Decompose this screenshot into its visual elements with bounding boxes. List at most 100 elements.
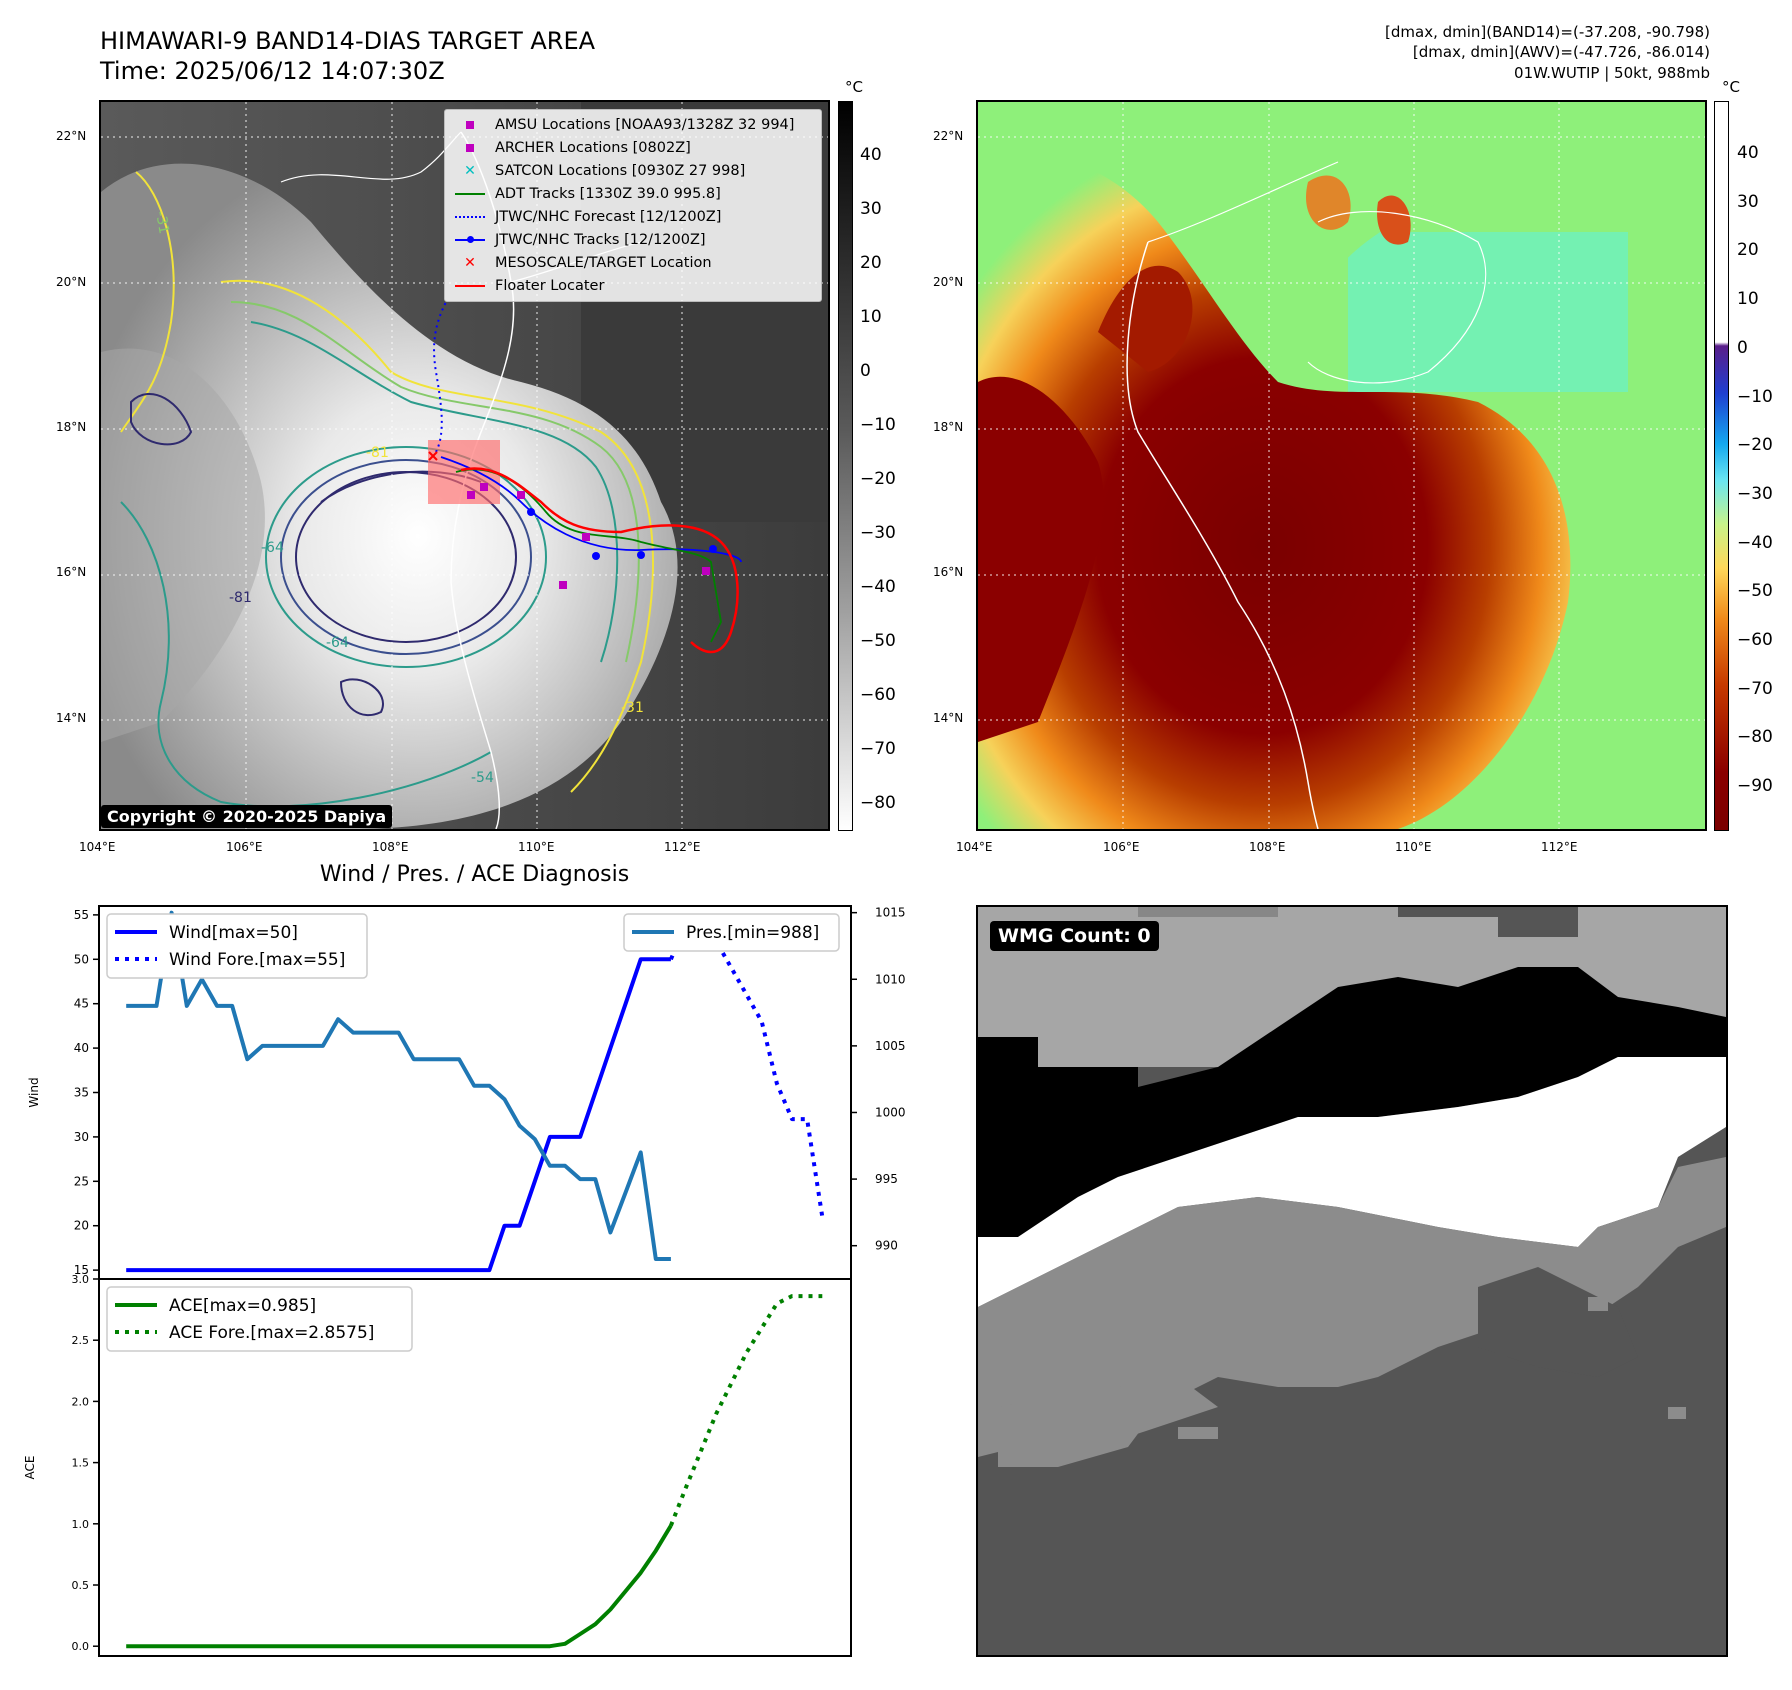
colorbar-tick-label: 10: [860, 307, 882, 327]
colorbar-tick-label: −90: [1737, 776, 1773, 797]
pressure-y-tick-label: 990: [875, 1239, 898, 1253]
contour-label: -31: [152, 210, 172, 235]
colorbar-tick-label: 20: [1737, 240, 1759, 261]
wind-y-tick-label: 50: [74, 952, 89, 966]
lat-tick-label: 14°N: [933, 711, 964, 725]
wmg-count-badge: WMG Count: 0: [990, 921, 1159, 951]
contour-label: -81: [229, 590, 252, 606]
legend-label: MESOSCALE/TARGET Location: [495, 255, 712, 271]
colorbar-tick-label: 30: [860, 199, 882, 219]
colorbar-tick-label: 40: [860, 145, 882, 165]
pressure-y-tick-label: 1000: [875, 1105, 906, 1119]
legend-marker-icon: ✕: [464, 255, 476, 271]
lon-tick-label: 110°E: [518, 840, 555, 854]
wind-axis-label: Wind: [27, 1077, 41, 1107]
lon-tick-label: 112°E: [1541, 840, 1578, 854]
contour-label: -64: [326, 635, 349, 651]
legend-entry: JTWC/NHC Forecast [12/1200Z]: [451, 206, 721, 228]
colorbar-tick-label: −20: [860, 469, 896, 489]
legend-label: JTWC/NHC Tracks [12/1200Z]: [495, 232, 706, 248]
lat-tick-label: 16°N: [56, 565, 87, 579]
wind-y-tick-label: 15: [74, 1263, 89, 1277]
ace-y-tick-label: 2.0: [72, 1395, 90, 1408]
colorbar-tick-label: −60: [860, 685, 896, 705]
legend-entry: JTWC/NHC Tracks [12/1200Z]: [451, 229, 706, 251]
right-colorbar-unit: °C: [1722, 78, 1740, 96]
wind-y-tick-label: 35: [74, 1086, 89, 1100]
chart-legend-box: [106, 913, 368, 979]
legend-entry: ✕ SATCON Locations [0930Z 27 998]: [451, 160, 745, 182]
legend-label: Pres.[min=988]: [686, 923, 819, 943]
colorbar-tick-label: −40: [860, 577, 896, 597]
contour-label: -64: [261, 540, 284, 556]
pressure-y-tick-label: 1005: [875, 1039, 906, 1053]
lon-tick-label: 110°E: [1395, 840, 1432, 854]
series-line-wind: [126, 957, 671, 1273]
info-line3: 01W.WUTIP | 50kt, 988mb: [1514, 64, 1710, 82]
legend-label: Floater Locater: [495, 278, 605, 294]
right-colorbar: [1714, 101, 1729, 831]
ace-y-tick-label: 1.5: [72, 1457, 90, 1470]
left-colorbar-unit: °C: [845, 78, 863, 96]
lat-tick-label: 18°N: [56, 420, 87, 434]
legend-entry: ARCHER Locations [0802Z]: [451, 137, 691, 159]
series-line-ace: [126, 1524, 673, 1649]
ace-axis-label: ACE: [23, 1456, 37, 1480]
legend-entry: ADT Tracks [1330Z 39.0 995.8]: [451, 183, 721, 205]
colorbar-tick-label: −80: [860, 793, 896, 813]
lat-tick-label: 16°N: [933, 565, 964, 579]
legend-label: Wind Fore.[max=55]: [169, 950, 345, 970]
enhanced-map-image: [978, 102, 1705, 829]
pressure-y-tick-label: 1010: [875, 972, 906, 986]
left-colorbar: [838, 101, 853, 831]
floater-locater-track: [460, 467, 739, 654]
legend-label: Wind[max=50]: [169, 923, 298, 943]
lon-tick-label: 112°E: [664, 840, 701, 854]
map-legend: AMSU Locations [NOAA93/1328Z 32 994] ARCH…: [444, 109, 822, 302]
legend-label: JTWC/NHC Forecast [12/1200Z]: [495, 209, 722, 225]
legend-entry: ✕ MESOSCALE/TARGET Location: [451, 252, 712, 274]
legend-label: ACE Fore.[max=2.8575]: [169, 1323, 374, 1343]
wmg-image: [978, 907, 1726, 1655]
lat-tick-label: 20°N: [56, 275, 87, 289]
legend-entry: Floater Locater: [451, 275, 604, 297]
lon-tick-label: 108°E: [372, 840, 409, 854]
legend-label: ADT Tracks [1330Z 39.0 995.8]: [495, 186, 721, 202]
ace-y-tick-label: 2.5: [72, 1334, 90, 1347]
wind-y-tick-label: 30: [74, 1130, 89, 1144]
legend-marker-icon: [451, 278, 489, 294]
jtwc-track-points: [527, 508, 717, 560]
colorbar-tick-label: −70: [1737, 678, 1773, 699]
ace-y-tick-label: 3.0: [72, 1273, 90, 1286]
colorbar-tick-label: 0: [1737, 337, 1748, 358]
colorbar-tick-label: −10: [860, 415, 896, 435]
colorbar-tick-label: −50: [1737, 581, 1773, 602]
amsu-archer-points: [467, 483, 710, 589]
legend-label: AMSU Locations [NOAA93/1328Z 32 994]: [495, 117, 795, 133]
lon-tick-label: 108°E: [1249, 840, 1286, 854]
contour-label: -54: [471, 770, 494, 786]
legend-marker-icon: [451, 209, 489, 225]
colorbar-tick-label: −30: [1737, 483, 1773, 504]
info-line1: [dmax, dmin](BAND14)=(-37.208, -90.798): [1385, 23, 1710, 41]
legend-marker-icon: [451, 232, 489, 248]
wind-y-tick-label: 40: [74, 1041, 89, 1055]
legend-label: ARCHER Locations [0802Z]: [495, 140, 691, 156]
target-area-box: [428, 440, 500, 504]
jtwc-forecast-track: [433, 301, 447, 453]
lat-tick-label: 20°N: [933, 275, 964, 289]
lat-tick-label: 18°N: [933, 420, 964, 434]
legend-marker-icon: ✕: [464, 163, 476, 179]
legend-marker-icon: [451, 117, 489, 133]
colorbar-tick-label: −70: [860, 739, 896, 759]
ace-y-tick-label: 0.5: [72, 1579, 90, 1592]
legend-label: ACE[max=0.985]: [169, 1296, 316, 1316]
legend-marker-icon: [451, 186, 489, 202]
lon-tick-label: 104°E: [79, 840, 116, 854]
ace-y-tick-label: 0.0: [72, 1640, 90, 1653]
legend-marker-icon: [451, 140, 489, 156]
enhanced-map-panel: [976, 100, 1707, 831]
colorbar-tick-label: −20: [1737, 435, 1773, 456]
colorbar-tick-label: −50: [860, 631, 896, 651]
lon-tick-label: 104°E: [956, 840, 993, 854]
